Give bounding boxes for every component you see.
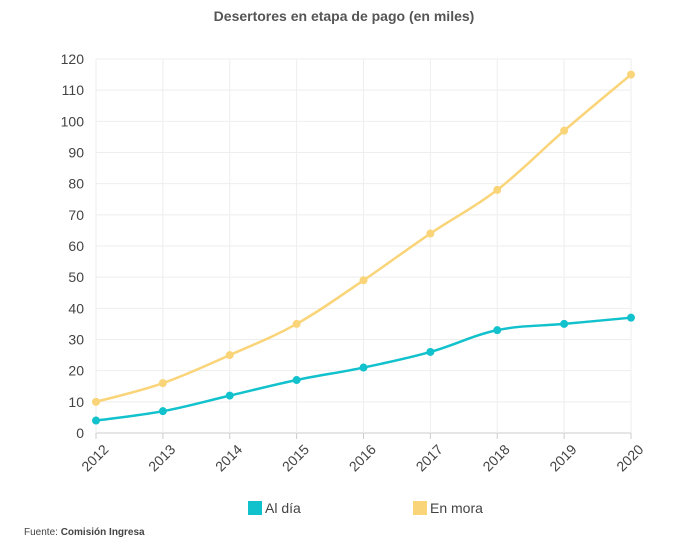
source-note: Fuente: Comisión Ingresa: [24, 527, 145, 538]
legend-swatch-en-mora: [413, 501, 427, 515]
chart-title: Desertores en etapa de pago (en miles): [213, 8, 475, 24]
y-tick-label: 50: [68, 269, 84, 285]
y-tick-label: 90: [68, 145, 84, 161]
data-point-al-dia: [359, 363, 368, 372]
y-tick-label: 40: [68, 300, 84, 316]
x-tick-label: 2018: [479, 441, 512, 474]
x-tick-label: 2015: [279, 441, 312, 474]
data-point-en-mora: [627, 70, 635, 79]
data-point-al-dia: [627, 313, 635, 322]
x-tick-label: 2016: [346, 441, 379, 474]
data-point-en-mora: [225, 351, 234, 360]
x-tick-label: 2013: [145, 441, 178, 474]
legend-item-en-mora[interactable]: En mora: [413, 500, 483, 516]
y-tick-label: 0: [76, 425, 84, 441]
chart-legend: Al día En mora: [0, 500, 688, 522]
y-tick-label: 80: [68, 176, 84, 192]
y-tick-label: 30: [68, 332, 84, 348]
data-point-al-dia: [92, 416, 100, 425]
data-point-en-mora: [560, 126, 569, 135]
data-point-al-dia: [158, 407, 167, 416]
data-point-en-mora: [493, 185, 502, 194]
data-point-al-dia: [426, 347, 435, 356]
data-point-al-dia: [493, 326, 502, 335]
data-point-en-mora: [426, 229, 435, 238]
y-tick-label: 120: [61, 51, 85, 67]
source-prefix: Fuente:: [24, 527, 61, 538]
data-point-al-dia: [560, 319, 569, 328]
y-tick-label: 100: [61, 113, 85, 129]
line-chart: 0 10 20 30 40 50 60 70 80 90 100 110 120 2012 2013 2014…: [61, 51, 647, 475]
series-line-en-mora: [95, 73, 632, 404]
y-tick-label: 20: [68, 363, 84, 379]
x-tick-label: 2017: [413, 441, 446, 474]
y-tick-label: 60: [68, 238, 84, 254]
legend-label-al-dia: Al día: [265, 500, 301, 516]
legend-swatch-al-dia: [248, 501, 262, 515]
x-tick-label: 2012: [78, 441, 111, 474]
y-tick-label: 70: [68, 207, 84, 223]
data-point-en-mora: [92, 397, 100, 406]
y-tick-label: 10: [68, 394, 84, 410]
legend-label-en-mora: En mora: [430, 500, 483, 516]
x-tick-label: 2019: [546, 441, 579, 474]
data-point-en-mora: [292, 319, 301, 328]
x-tick-label: 2020: [613, 441, 646, 474]
data-point-al-dia: [292, 376, 301, 385]
data-point-en-mora: [158, 379, 167, 388]
data-point-al-dia: [225, 391, 234, 400]
legend-item-al-dia[interactable]: Al día: [248, 500, 301, 516]
data-point-en-mora: [359, 276, 368, 285]
x-tick-label: 2014: [212, 441, 245, 474]
y-tick-label: 110: [62, 82, 85, 98]
source-name: Comisión Ingresa: [60, 527, 145, 538]
